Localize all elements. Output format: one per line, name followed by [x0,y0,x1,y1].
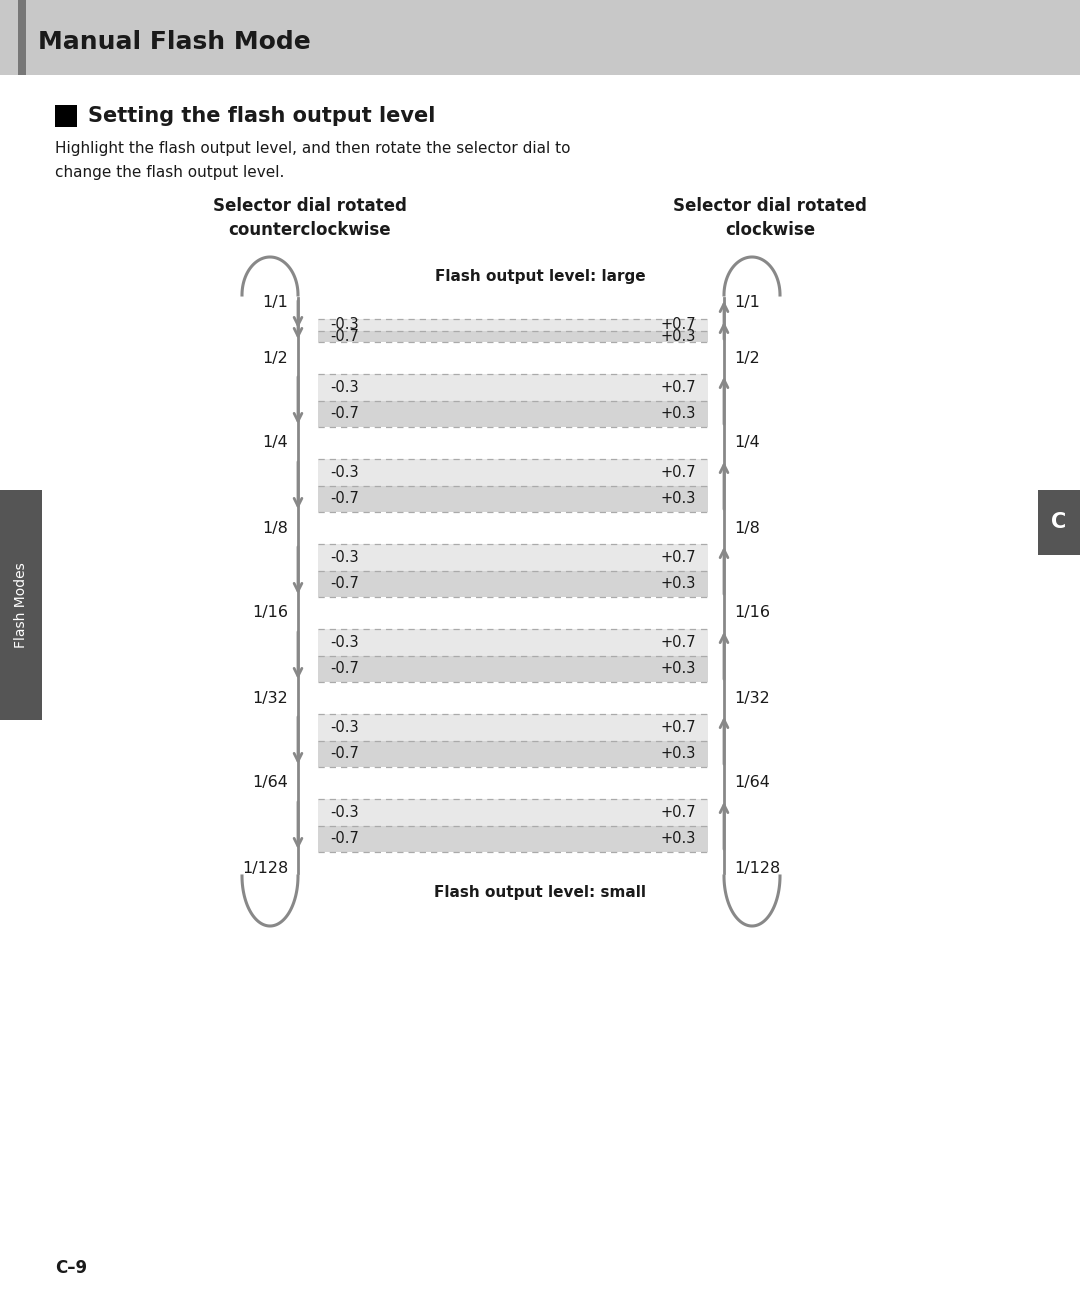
Text: 1/2: 1/2 [734,351,759,365]
Text: Setting the flash output level: Setting the flash output level [87,106,435,126]
Text: 1/16: 1/16 [252,606,288,620]
Text: -0.3: -0.3 [330,805,359,819]
Text: -0.3: -0.3 [330,380,359,395]
Text: C: C [1051,513,1067,533]
Text: -0.7: -0.7 [330,406,359,421]
Text: 1/4: 1/4 [262,436,288,450]
Text: 1/64: 1/64 [734,775,770,791]
Text: Highlight the flash output level, and then rotate the selector dial to: Highlight the flash output level, and th… [55,140,570,156]
Text: C–9: C–9 [55,1259,87,1278]
Text: 1/8: 1/8 [262,521,288,535]
Bar [318,330,708,342]
Text: -0.3: -0.3 [330,465,359,480]
Bar [318,319,708,330]
Text: 1/1: 1/1 [262,296,288,310]
Text: -0.3: -0.3 [330,635,359,649]
Text: -0.7: -0.7 [330,661,359,677]
FancyBboxPatch shape [1038,490,1080,555]
Bar [318,630,708,656]
Text: +0.7: +0.7 [660,805,696,819]
Text: 1/1: 1/1 [734,296,760,310]
Text: +0.3: +0.3 [661,491,696,507]
Bar [318,656,708,682]
Bar [18,0,26,75]
Text: +0.3: +0.3 [661,406,696,421]
Text: +0.7: +0.7 [660,635,696,649]
Text: 1/128: 1/128 [242,860,288,876]
Bar [318,798,708,826]
Text: +0.3: +0.3 [661,329,696,344]
Bar [318,713,708,741]
Bar [55,105,77,127]
Text: Flash output level: small: Flash output level: small [434,885,646,899]
Text: +0.3: +0.3 [661,661,696,677]
Text: change the flash output level.: change the flash output level. [55,165,284,179]
Bar [318,374,708,401]
Text: -0.7: -0.7 [330,831,359,846]
Bar [318,401,708,427]
Text: 1/16: 1/16 [734,606,770,620]
FancyBboxPatch shape [0,490,42,720]
Text: +0.7: +0.7 [660,317,696,332]
Text: -0.3: -0.3 [330,720,359,734]
Text: +0.3: +0.3 [661,831,696,846]
Bar [318,545,708,571]
Text: Manual Flash Mode: Manual Flash Mode [38,30,311,54]
Text: -0.7: -0.7 [330,746,359,762]
Text: 1/4: 1/4 [734,436,759,450]
Text: 1/8: 1/8 [734,521,760,535]
Text: +0.7: +0.7 [660,550,696,564]
Text: -0.3: -0.3 [330,550,359,564]
Text: Flash Modes: Flash Modes [14,562,28,648]
Text: +0.7: +0.7 [660,465,696,480]
Text: 1/128: 1/128 [734,860,780,876]
Text: +0.3: +0.3 [661,746,696,762]
Text: +0.7: +0.7 [660,720,696,734]
Text: +0.3: +0.3 [661,576,696,592]
Text: -0.7: -0.7 [330,491,359,507]
Bar [318,459,708,486]
Text: Flash output level: large: Flash output level: large [434,270,646,284]
Text: -0.3: -0.3 [330,317,359,332]
Bar [318,571,708,597]
Text: 1/32: 1/32 [253,691,288,706]
Bar [318,826,708,852]
Bar [318,741,708,767]
Bar [0,0,1080,75]
Bar [318,486,708,512]
Text: 1/2: 1/2 [262,351,288,365]
Text: 1/32: 1/32 [734,691,770,706]
Text: Selector dial rotated
counterclockwise: Selector dial rotated counterclockwise [213,198,407,238]
Text: +0.7: +0.7 [660,380,696,395]
Text: -0.7: -0.7 [330,329,359,344]
Text: 1/64: 1/64 [252,775,288,791]
Text: -0.7: -0.7 [330,576,359,592]
Text: Selector dial rotated
clockwise: Selector dial rotated clockwise [673,198,867,238]
